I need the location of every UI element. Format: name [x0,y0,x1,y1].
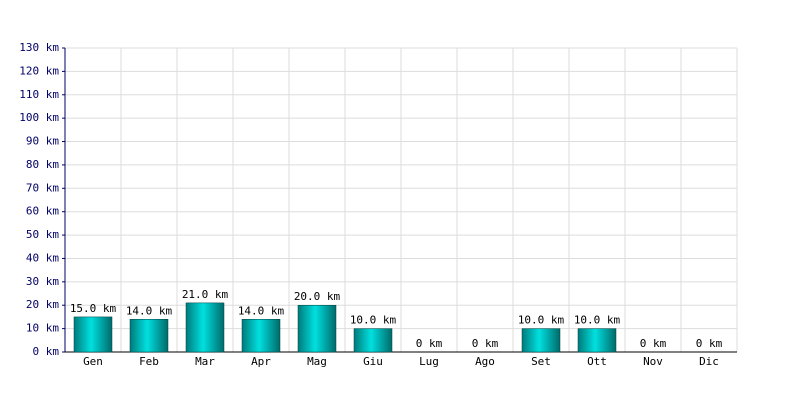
value-label: 0 km [640,337,667,350]
y-tick-label: 10 km [26,322,59,335]
bar [73,316,113,353]
x-tick-label: Mag [307,355,327,368]
x-tick-label: Ago [475,355,495,368]
x-tick-label: Feb [139,355,159,368]
x-tick-label: Set [531,355,551,368]
y-tick-label: 110 km [19,88,59,101]
x-tick-label: Nov [643,355,663,368]
y-tick-label: 100 km [19,111,59,124]
x-tick-label: Giu [363,355,383,368]
y-tick-label: 0 km [33,345,60,358]
value-label: 14.0 km [238,304,285,317]
y-tick-label: 20 km [26,298,59,311]
value-label: 0 km [472,337,499,350]
x-tick-label: Dic [699,355,719,368]
y-tick-label: 70 km [26,181,59,194]
value-label: 15.0 km [70,302,117,315]
value-label: 0 km [416,337,443,350]
y-tick-label: 40 km [26,251,59,264]
value-label: 10.0 km [574,314,621,327]
y-tick-label: 130 km [19,41,59,54]
x-tick-label: Mar [195,355,215,368]
y-tick-label: 50 km [26,228,59,241]
bar [129,319,169,353]
y-tick-label: 80 km [26,158,59,171]
y-tick-label: 30 km [26,275,59,288]
y-tick-label: 60 km [26,205,59,218]
value-label: 10.0 km [350,314,397,327]
bar [297,304,337,353]
value-label: 20.0 km [294,290,341,303]
bar [521,328,561,353]
bar [241,319,281,353]
value-label: 10.0 km [518,314,565,327]
y-tick-label: 90 km [26,135,59,148]
value-label: 14.0 km [126,304,173,317]
x-tick-label: Apr [251,355,271,368]
bar [353,328,393,353]
bar [577,328,617,353]
y-tick-label: 120 km [19,64,59,77]
value-label: 0 km [696,337,723,350]
value-label: 21.0 km [182,288,229,301]
x-tick-label: Ott [587,355,607,368]
bar [185,302,225,353]
x-tick-label: Gen [83,355,103,368]
x-tick-label: Lug [419,355,439,368]
